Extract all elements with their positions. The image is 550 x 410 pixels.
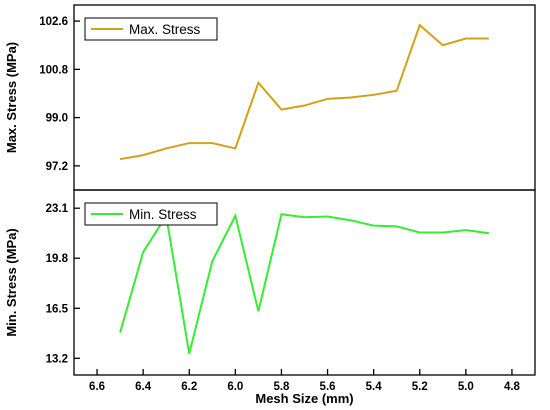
min-stress-y-tick-label: 23.1 xyxy=(46,203,69,215)
min-stress-series-line xyxy=(119,212,490,355)
min-stress-panel: 13.2 16.5 19.8 23.1 6.6 6.4 6.2 6.0 5.8 5.6 5.4 5.… xyxy=(4,189,536,406)
max-stress-y-tick-label: 100.8 xyxy=(39,64,68,76)
mesh-size-x-ticks: 6.6 6.4 6.2 6.0 5.8 5.6 5.4 5.2 5.0 4.8 xyxy=(89,369,521,393)
mesh-size-x-tick-label: 4.8 xyxy=(504,381,521,393)
mesh-size-x-tick-label: 5.2 xyxy=(412,381,428,393)
mesh-size-x-tick-label: 5.4 xyxy=(366,381,383,393)
max-stress-series-line xyxy=(119,23,489,161)
min-stress-y-tick-label: 16.5 xyxy=(46,303,69,315)
min-stress-legend: Min. Stress xyxy=(84,202,218,226)
max-stress-panel: 97.2 99.0 100.8 102.6 Max. Stress Max. Stre… xyxy=(4,4,536,191)
mesh-size-x-tick-label: 6.4 xyxy=(135,381,152,393)
min-stress-y-ticks: 13.2 16.5 19.8 23.1 xyxy=(46,203,80,365)
max-stress-y-tick-label: 97.2 xyxy=(46,161,68,173)
mesh-size-x-tick-label: 6.2 xyxy=(181,381,197,393)
min-stress-legend-label: Min. Stress xyxy=(129,207,197,222)
mesh-size-x-tick-label: 6.0 xyxy=(227,381,243,393)
mesh-size-x-tick-label: 5.8 xyxy=(273,381,290,393)
mesh-size-x-tick-label: 5.6 xyxy=(320,381,336,393)
max-stress-legend: Max. Stress xyxy=(84,17,218,41)
max-stress-y-axis-label: Max. Stress (MPa) xyxy=(4,42,19,153)
mesh-size-x-tick-label: 6.6 xyxy=(89,381,105,393)
min-stress-y-tick-label: 19.8 xyxy=(46,253,69,265)
max-stress-legend-box xyxy=(84,17,218,41)
min-stress-y-tick-label: 13.2 xyxy=(46,353,68,365)
max-stress-y-tick-label: 102.6 xyxy=(39,16,68,28)
min-stress-plot-frame xyxy=(73,189,536,376)
mesh-size-x-axis-label: Mesh Size (mm) xyxy=(255,391,353,406)
min-stress-y-axis-label: Min. Stress (MPa) xyxy=(4,228,19,336)
max-stress-y-ticks: 97.2 99.0 100.8 102.6 xyxy=(39,16,80,173)
max-stress-legend-label: Max. Stress xyxy=(129,22,201,37)
max-stress-y-tick-label: 99.0 xyxy=(46,113,68,125)
min-stress-legend-box xyxy=(84,202,218,226)
mesh-size-x-tick-label: 5.0 xyxy=(458,381,474,393)
